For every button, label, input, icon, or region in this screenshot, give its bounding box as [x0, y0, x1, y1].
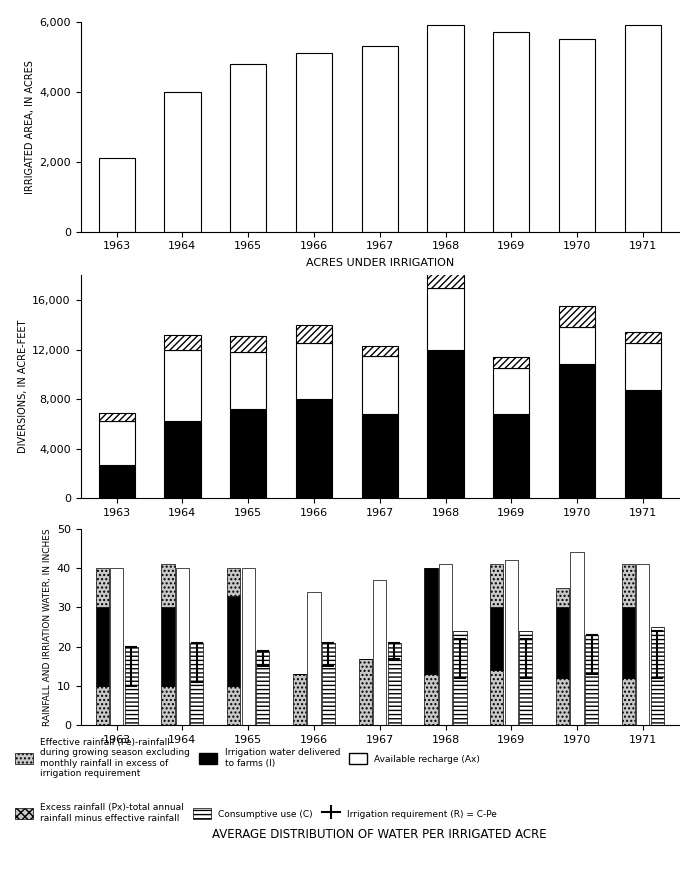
- Bar: [559, 306, 595, 327]
- Bar: [296, 399, 332, 498]
- Bar: [162, 686, 174, 725]
- Bar: [230, 64, 266, 232]
- Bar: [230, 352, 266, 409]
- Bar: [519, 631, 532, 725]
- Bar: [559, 327, 595, 364]
- Bar: [296, 53, 332, 232]
- Bar: [228, 686, 240, 725]
- Bar: [636, 565, 650, 725]
- Bar: [176, 568, 189, 725]
- X-axis label: ACRES UNDER IRRIGATION: ACRES UNDER IRRIGATION: [306, 259, 454, 268]
- Bar: [99, 413, 135, 421]
- Bar: [373, 580, 386, 725]
- Bar: [622, 607, 635, 678]
- Bar: [256, 650, 270, 725]
- Bar: [556, 678, 569, 725]
- Bar: [110, 568, 123, 725]
- Bar: [164, 350, 200, 421]
- Bar: [624, 25, 661, 232]
- Bar: [307, 592, 321, 725]
- Bar: [190, 643, 204, 725]
- Bar: [362, 414, 398, 498]
- Bar: [241, 568, 255, 725]
- Bar: [494, 414, 529, 498]
- Bar: [428, 350, 463, 498]
- Bar: [96, 686, 108, 725]
- Bar: [358, 659, 372, 725]
- Bar: [428, 25, 463, 232]
- Bar: [559, 39, 595, 232]
- Bar: [624, 332, 661, 343]
- X-axis label: DIVERSIONS TO CANAL: DIVERSIONS TO CANAL: [312, 551, 447, 565]
- Bar: [388, 643, 401, 725]
- Bar: [162, 607, 174, 686]
- Bar: [624, 343, 661, 391]
- Bar: [490, 565, 503, 607]
- Legend: Excess rainfall (Px)-total annual
rainfall minus effective rainfall, Consumptive: Excess rainfall (Px)-total annual rainfa…: [11, 800, 501, 827]
- X-axis label: AVERAGE DISTRIBUTION OF WATER PER IRRIGATED ACRE: AVERAGE DISTRIBUTION OF WATER PER IRRIGA…: [212, 829, 547, 842]
- Bar: [125, 647, 138, 725]
- Bar: [424, 675, 438, 725]
- Y-axis label: DIVERSIONS, IN ACRE-FEET: DIVERSIONS, IN ACRE-FEET: [18, 320, 28, 454]
- Bar: [556, 587, 569, 607]
- Bar: [505, 560, 518, 725]
- Bar: [585, 635, 598, 725]
- Bar: [624, 391, 661, 498]
- Bar: [559, 364, 595, 498]
- Legend: Effective rainfall (Pe)-rainfall
during growing season excluding
monthly rainfal: Effective rainfall (Pe)-rainfall during …: [11, 734, 484, 781]
- Bar: [96, 568, 108, 607]
- Bar: [228, 568, 240, 596]
- Bar: [428, 269, 463, 288]
- Bar: [99, 158, 135, 232]
- Bar: [164, 92, 200, 232]
- Bar: [362, 46, 398, 232]
- Bar: [362, 346, 398, 356]
- Bar: [293, 675, 306, 725]
- Bar: [322, 643, 335, 725]
- Bar: [296, 343, 332, 399]
- Bar: [490, 607, 503, 670]
- Bar: [99, 421, 135, 465]
- Bar: [362, 356, 398, 414]
- Bar: [439, 565, 452, 725]
- Bar: [494, 357, 529, 368]
- Legend: Farm Deliveries (l), Losses (L), Waste (W): Farm Deliveries (l), Losses (L), Waste (…: [219, 554, 540, 573]
- Bar: [230, 336, 266, 352]
- Bar: [164, 335, 200, 350]
- Bar: [622, 678, 635, 725]
- Bar: [296, 325, 332, 343]
- Bar: [228, 596, 240, 686]
- Bar: [230, 409, 266, 498]
- Y-axis label: IRRIGATED AREA, IN ACRES: IRRIGATED AREA, IN ACRES: [25, 59, 35, 194]
- Bar: [622, 565, 635, 607]
- Bar: [556, 607, 569, 678]
- Bar: [454, 631, 467, 725]
- Bar: [99, 465, 135, 498]
- Bar: [494, 368, 529, 414]
- Bar: [494, 32, 529, 232]
- Bar: [428, 288, 463, 350]
- Bar: [96, 607, 108, 686]
- Y-axis label: RAINFALL AND IRRIATION WATER, IN INCHES: RAINFALL AND IRRIATION WATER, IN INCHES: [43, 528, 52, 726]
- Bar: [162, 565, 174, 607]
- Bar: [424, 568, 438, 675]
- Bar: [164, 421, 200, 498]
- Bar: [570, 552, 584, 725]
- Bar: [651, 628, 664, 725]
- Bar: [490, 670, 503, 725]
